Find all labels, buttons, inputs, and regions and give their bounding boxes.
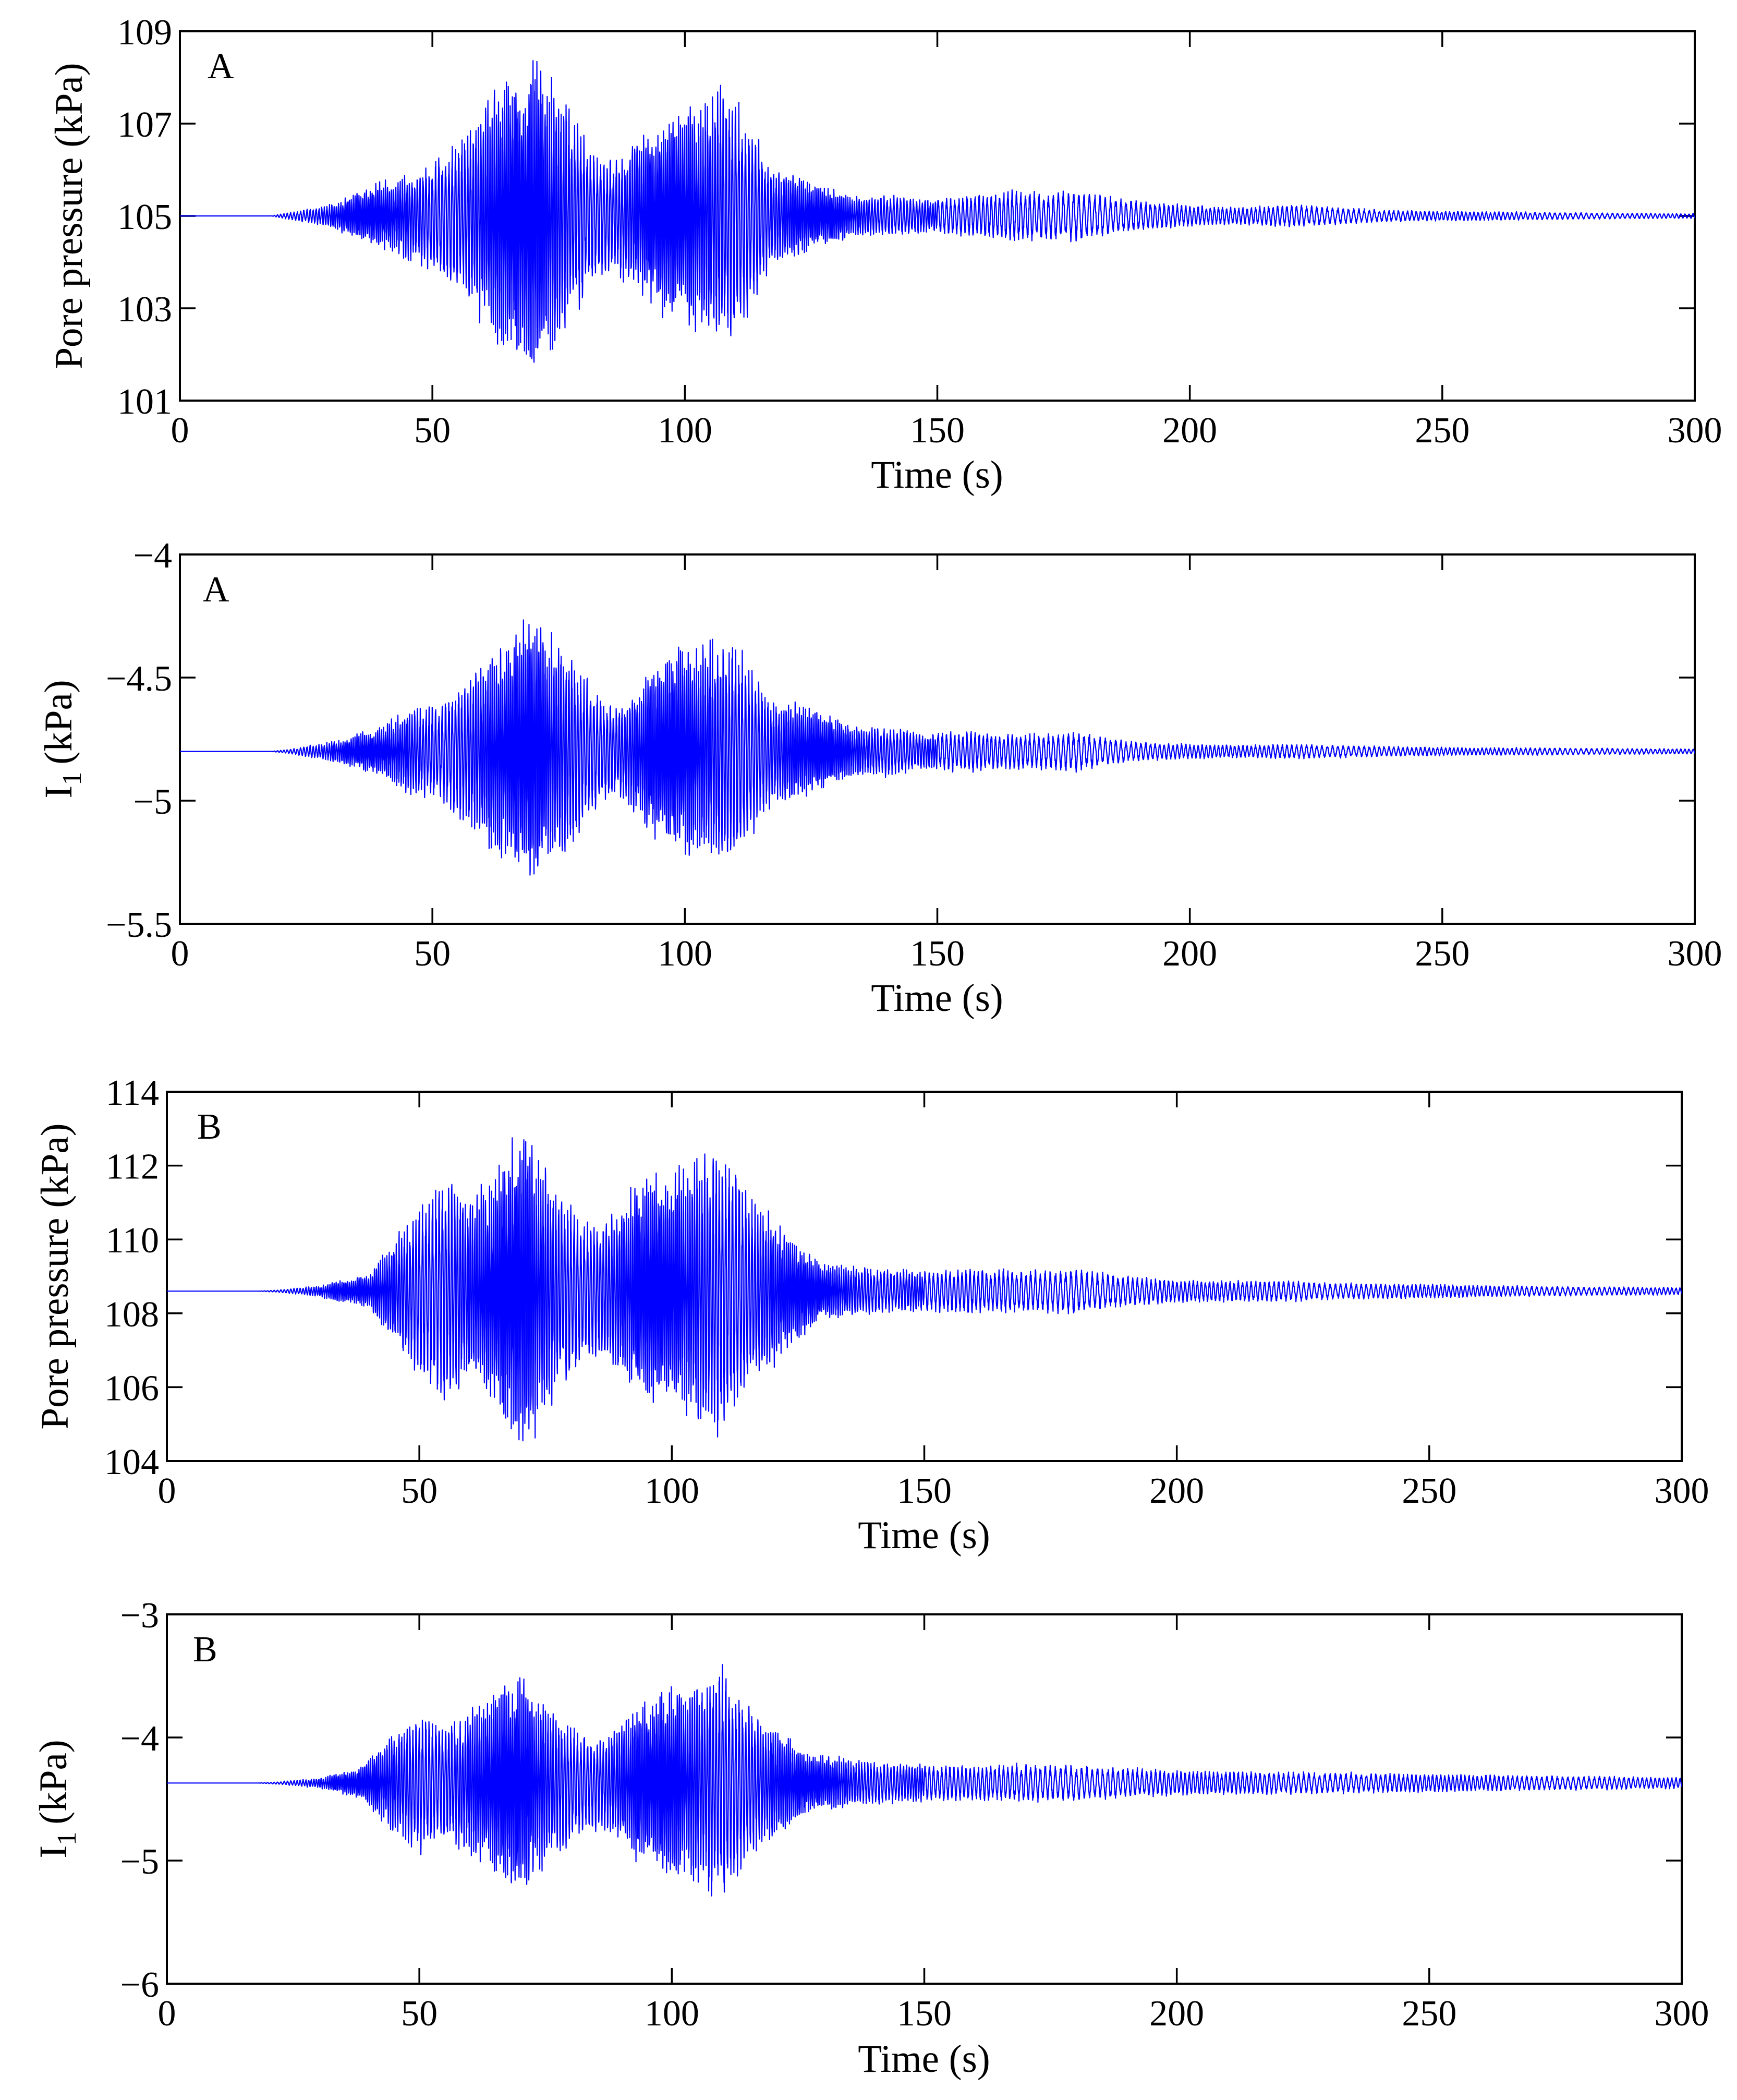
- plot-frame: [166, 1613, 1683, 1985]
- y-tick-label: −5: [133, 782, 172, 822]
- x-tick-label: 300: [1668, 934, 1722, 974]
- x-tick-labels: 0 50 100 150 200 250 300: [171, 934, 1722, 974]
- tick-marks: [166, 1091, 1683, 1462]
- x-tick-label: 200: [1162, 934, 1217, 974]
- tick-marks: [179, 553, 1696, 925]
- y-tick-labels: −5.5 −5 −4.5 −4: [106, 536, 172, 945]
- y-tick-label: 109: [117, 13, 172, 53]
- y-tick-label: 110: [106, 1221, 159, 1261]
- x-tick-label: 100: [645, 1994, 699, 2034]
- y-tick-label: −5.5: [106, 905, 172, 945]
- x-tick-label: 300: [1655, 1471, 1709, 1511]
- y-axis-title-subscript: 1: [52, 1832, 82, 1845]
- y-tick-label: −5: [120, 1842, 159, 1882]
- x-tick-labels: 0 50 100 150 200 250 300: [158, 1471, 1709, 1511]
- x-tick-label: 50: [414, 411, 451, 451]
- y-axis-title-unit: (kPa): [32, 1740, 75, 1824]
- y-axis-title-main: I: [37, 786, 80, 799]
- x-tick-label: 150: [897, 1471, 952, 1511]
- x-axis-title: Time (s): [871, 453, 1003, 497]
- x-tick-label: 0: [171, 934, 189, 974]
- y-axis-title: Pore pressure (kPa): [47, 63, 91, 369]
- pore-pressure-a-series: [179, 60, 1696, 363]
- y-tick-label: −4: [120, 1719, 159, 1759]
- panel-i1-b: 0 50 100 150 200 250 300 −6 −5 −4 −3 B Time (s) I…: [32, 1596, 1709, 2081]
- x-tick-label: 150: [910, 411, 965, 451]
- x-tick-label: 50: [401, 1471, 438, 1511]
- pore-pressure-b-series: [166, 1137, 1682, 1442]
- x-tick-label: 100: [645, 1471, 699, 1511]
- y-tick-label: −4.5: [106, 659, 172, 699]
- x-tick-label: 100: [658, 934, 712, 974]
- y-tick-label: 105: [117, 197, 172, 237]
- x-tick-label: 0: [171, 411, 189, 451]
- x-tick-label: 250: [1415, 411, 1469, 451]
- tick-marks: [179, 30, 1696, 402]
- y-tick-label: 108: [104, 1295, 159, 1335]
- x-tick-label: 150: [897, 1994, 952, 2034]
- y-tick-label: 106: [104, 1368, 159, 1408]
- i1-a-series: [179, 619, 1696, 876]
- x-axis-title: Time (s): [858, 1514, 990, 1557]
- x-axis-title: Time (s): [858, 2037, 990, 2081]
- y-axis-title: I1 (kPa): [32, 1740, 82, 1858]
- x-tick-label: 200: [1149, 1994, 1204, 2034]
- panel-letter: A: [203, 570, 229, 610]
- y-tick-label: 112: [106, 1147, 159, 1187]
- y-tick-label: −6: [120, 1965, 159, 2005]
- y-tick-label: 114: [106, 1073, 159, 1113]
- panel-letter: B: [197, 1107, 222, 1147]
- x-tick-label: 0: [158, 1471, 176, 1511]
- x-tick-label: 250: [1415, 934, 1469, 974]
- x-tick-label: 200: [1149, 1471, 1204, 1511]
- x-tick-label: 50: [401, 1994, 438, 2034]
- y-axis-title: I1 (kPa): [37, 680, 87, 798]
- x-tick-label: 200: [1162, 411, 1217, 451]
- panel-letter: A: [208, 46, 234, 87]
- x-tick-labels: 0 50 100 150 200 250 300: [171, 411, 1722, 451]
- panel-i1-a: 0 50 100 150 200 250 300 −5.5 −5 −4.5 −4 A Time (…: [37, 536, 1722, 1020]
- y-tick-label: −4: [133, 536, 172, 576]
- x-tick-labels: 0 50 100 150 200 250 300: [158, 1994, 1709, 2034]
- x-tick-label: 50: [414, 934, 451, 974]
- y-tick-label: −3: [120, 1596, 159, 1636]
- i1-b-series: [166, 1664, 1683, 1897]
- y-tick-labels: 101 103 105 107 109: [117, 13, 172, 422]
- x-axis-title: Time (s): [871, 976, 1003, 1020]
- y-axis-title-subscript: 1: [57, 772, 87, 786]
- x-tick-label: 250: [1402, 1994, 1456, 2034]
- x-tick-label: 100: [658, 411, 712, 451]
- y-tick-labels: 104 106 108 110 112 114: [104, 1073, 159, 1482]
- x-tick-label: 250: [1402, 1471, 1456, 1511]
- x-tick-label: 300: [1655, 1994, 1709, 2034]
- series-line: [166, 1664, 1683, 1897]
- tick-marks: [166, 1613, 1683, 1985]
- y-axis-title-main: I: [32, 1845, 75, 1858]
- series-line: [179, 619, 1696, 876]
- panel-letter: B: [193, 1630, 217, 1670]
- x-tick-label: 0: [158, 1994, 176, 2034]
- series-line: [166, 1137, 1682, 1442]
- y-tick-label: 101: [117, 382, 172, 422]
- y-axis-title-unit: (kPa): [37, 680, 80, 764]
- y-tick-label: 104: [104, 1442, 159, 1482]
- y-axis-title: Pore pressure (kPa): [33, 1123, 77, 1429]
- series-line: [179, 60, 1696, 363]
- y-tick-label: 107: [117, 105, 172, 145]
- y-tick-label: 103: [117, 289, 172, 330]
- y-tick-labels: −6 −5 −4 −3: [120, 1596, 159, 2005]
- x-tick-label: 150: [910, 934, 965, 974]
- panel-pore-pressure-a: 0 50 100 150 200 250 300 101 103 105 107 109 A Tim…: [47, 13, 1722, 497]
- x-tick-label: 300: [1668, 411, 1722, 451]
